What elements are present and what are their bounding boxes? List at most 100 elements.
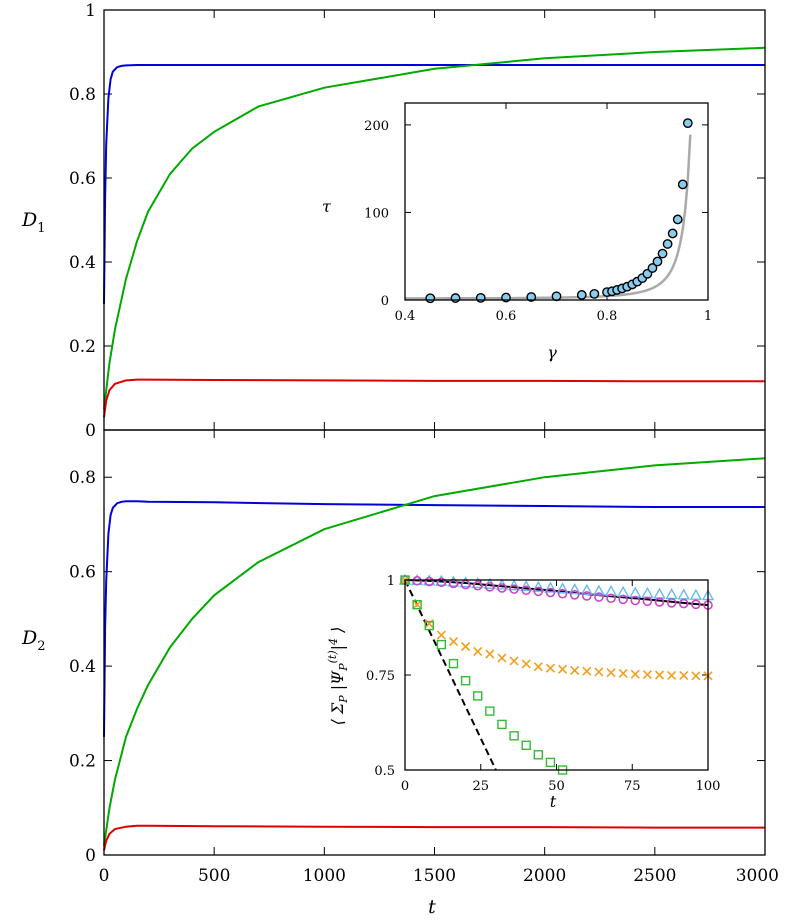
bottom-inset-tick-labels: 0 25 50 75 100 0.5 0.75 1 (366, 574, 720, 794)
bottom-inset-triangle-0-4 (447, 575, 460, 587)
bottom-inset-cross-2-18 (618, 668, 628, 679)
bottom-inset-cross-2-11 (533, 662, 543, 672)
bottom-inset-xtick-label-3: 75 (624, 779, 641, 794)
bottom-ylabel-sub: 2 (37, 639, 45, 654)
bottom-inset-ylabel-sup: (t) (326, 650, 339, 663)
bottom-inset-square-3-3 (436, 639, 447, 650)
top-ytick-label-4: 0.8 (69, 85, 96, 105)
top-inset-point-2 (475, 292, 486, 303)
top-ytick-label-0: 0 (85, 421, 96, 441)
bottom-inset-circle-1-15 (581, 591, 592, 601)
bottom-inset-circle-1-21 (654, 597, 665, 607)
bottom-inset-cross-2-13 (557, 664, 568, 674)
top-ytick-label-2: 0.4 (69, 253, 96, 273)
bottom-xtick-label-0: 0 (99, 866, 110, 886)
top-inset: 0.4 0.6 0.8 1 0 100 200 τ γ (322, 103, 712, 362)
bottom-inset-ylabel: ⟨ ΣP |ΨP(t)|4 ⟩ (326, 627, 350, 726)
bottom-ytick-label-4: 0.8 (69, 468, 96, 488)
bottom-ytick-label-2: 0.4 (69, 657, 96, 677)
bottom-inset-lines (404, 579, 709, 771)
top-inset-xlabel: γ (547, 343, 557, 362)
top-inset-point-4 (526, 292, 537, 302)
bottom-inset-xtick-label-1: 25 (472, 779, 489, 794)
top-inset-point-22 (672, 214, 683, 225)
bottom-inset-xlabel: t (550, 792, 557, 811)
bottom-inset-cross-2-14 (570, 665, 580, 676)
top-inset-tick-labels: 0.4 0.6 0.8 1 0 100 200 (364, 119, 712, 324)
top-inset-point-19 (657, 248, 668, 259)
top-series-line-0 (103, 64, 765, 305)
bottom-inset-circle-1-12 (545, 587, 556, 598)
bottom-inset-circle-1-23 (678, 598, 689, 609)
bottom-inset-xtick-label-4: 100 (696, 779, 721, 794)
top-inset-xtick-label-1: 0.6 (496, 309, 517, 324)
top-panel: 0 0.2 0.4 0.6 0.8 1 D1 (21, 1, 766, 441)
top-inset-ytick-label-0: 0 (381, 294, 389, 309)
bottom-inset-bg (405, 580, 708, 770)
bottom-inset-circle-1-8 (497, 583, 507, 593)
bottom-inset-cross-2-15 (582, 666, 592, 676)
bottom-inset-cross-2-9 (509, 656, 519, 666)
bottom-inset-xtick-label-0: 0 (401, 779, 409, 794)
bottom-series-line-2 (103, 824, 765, 851)
top-ytick-label-5: 1 (85, 1, 96, 21)
bottom-inset-circle-1-17 (606, 593, 616, 604)
bottom-inset-cross-2-16 (594, 667, 604, 677)
top-series (103, 46, 766, 418)
bottom-ylabel: D2 (21, 627, 46, 654)
bottom-inset-circle-1-22 (666, 597, 677, 608)
bottom-inset: 0 25 50 75 100 0.5 0.75 1 ⟨ ΣP |ΨP(t)|4 ⟩ t (326, 573, 720, 811)
top-ytick-label-1: 0.2 (69, 337, 96, 357)
top-inset-bg (405, 103, 708, 300)
top-inset-point-24 (682, 118, 693, 129)
bottom-inset-circle-1-24 (691, 599, 701, 610)
bottom-inset-square-3-8 (497, 719, 507, 730)
bottom-inset-circle-1-9 (509, 584, 519, 594)
bottom-inset-square-3-1 (412, 600, 422, 610)
bottom-inset-ylabel-bar: | (328, 645, 347, 650)
bottom-inset-square-3-12 (545, 757, 556, 768)
bottom-inset-triangle-0-17 (604, 584, 618, 597)
top-inset-xtick-label-0: 0.4 (395, 309, 416, 324)
bottom-inset-circle-1-16 (594, 592, 604, 602)
bottom-inset-ytick-label-1: 0.75 (366, 669, 395, 684)
bottom-inset-solid-line (404, 579, 709, 607)
bottom-series-line-0 (103, 500, 765, 737)
bottom-inset-triangle-0-14 (568, 583, 581, 595)
top-ytick-label-3: 0.6 (69, 169, 96, 189)
top-inset-point-18 (652, 256, 663, 267)
top-inset-frame (404, 102, 709, 301)
bottom-xlabel: t (428, 896, 436, 918)
bottom-inset-cross-2-17 (606, 668, 616, 678)
bottom-xtick-label-4: 2000 (523, 866, 566, 886)
bottom-inset-square-3-7 (485, 706, 495, 716)
bottom-inset-ylabel-body: |Ψ (328, 670, 347, 695)
bottom-inset-circle-1-11 (533, 586, 544, 597)
top-inset-xtick-label-2: 0.8 (597, 309, 618, 324)
bottom-y-tick-labels: 0 0.2 0.4 0.6 0.8 (69, 468, 96, 866)
bottom-inset-square-3-9 (509, 731, 519, 741)
top-inset-point-1 (450, 293, 461, 303)
bottom-inset-circle-1-3 (436, 577, 447, 588)
top-series-line-2 (103, 378, 765, 418)
bottom-inset-ytick-label-2: 1 (387, 574, 395, 589)
bottom-inset-frame (404, 579, 709, 771)
bottom-inset-square-3-11 (533, 750, 544, 760)
bottom-xtick-label-3: 1500 (413, 866, 456, 886)
bottom-ytick-label-0: 0 (85, 846, 96, 866)
bottom-frame (103, 429, 766, 856)
top-inset-ytick-label-2: 200 (364, 119, 389, 134)
bottom-inset-cross-2-23 (679, 670, 689, 680)
bottom-inset-ytick-label-0: 0.5 (374, 764, 395, 779)
top-inset-point-6 (576, 290, 587, 300)
top-series-line-1 (103, 46, 766, 410)
bottom-inset-circle-1-7 (485, 582, 495, 592)
bottom-inset-cross-2-6 (473, 646, 483, 657)
bottom-inset-triangle-0-24 (689, 588, 703, 600)
bottom-inset-circle-1-2 (424, 576, 435, 587)
top-y-tick-labels: 0 0.2 0.4 0.6 0.8 1 (69, 1, 96, 441)
bottom-inset-circle-1-13 (557, 588, 568, 599)
bottom-inset-cross-2-10 (521, 659, 531, 669)
bottom-series-line-1 (103, 457, 766, 846)
bottom-inset-cross-2-19 (630, 669, 640, 679)
